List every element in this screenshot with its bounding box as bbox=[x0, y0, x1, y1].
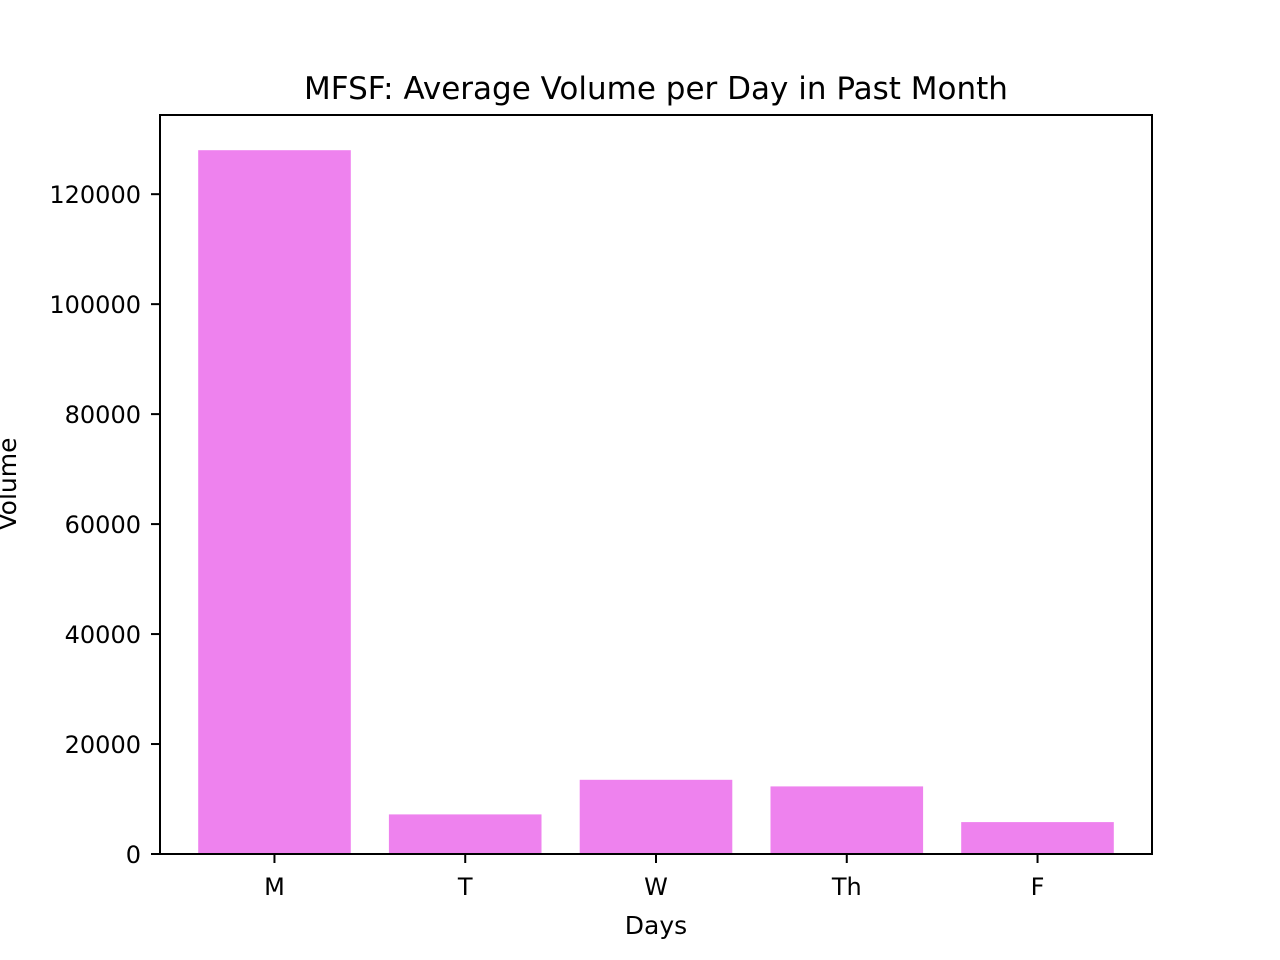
y-tick-label: 100000 bbox=[49, 291, 141, 319]
y-tick-label: 120000 bbox=[49, 181, 141, 209]
y-axis-label: Volume bbox=[0, 438, 22, 531]
y-tick-label: 60000 bbox=[65, 511, 141, 539]
y-axis-ticks: 0 20000 40000 60000 80000 100000 120000 bbox=[49, 181, 160, 869]
y-tick-label: 80000 bbox=[65, 401, 141, 429]
x-tick-label: Th bbox=[831, 873, 862, 901]
bar-th bbox=[770, 786, 924, 854]
y-tick-label: 40000 bbox=[65, 621, 141, 649]
y-tick-label: 20000 bbox=[65, 731, 141, 759]
bar-w bbox=[579, 779, 733, 854]
x-tick-label: M bbox=[264, 873, 285, 901]
x-axis-label: Days bbox=[625, 911, 687, 940]
x-tick-label: F bbox=[1031, 873, 1045, 901]
plot-frame bbox=[159, 114, 1153, 855]
chart-title: MFSF: Average Volume per Day in Past Mon… bbox=[304, 71, 1008, 107]
x-tick-label: W bbox=[644, 873, 668, 901]
bar-m bbox=[198, 150, 351, 854]
bars-group bbox=[198, 150, 1114, 854]
x-axis-ticks: M T W Th F bbox=[264, 854, 1044, 901]
y-tick-label: 0 bbox=[126, 841, 141, 869]
bar-t bbox=[388, 814, 542, 854]
bar-f bbox=[961, 822, 1114, 854]
x-tick-label: T bbox=[457, 873, 473, 901]
